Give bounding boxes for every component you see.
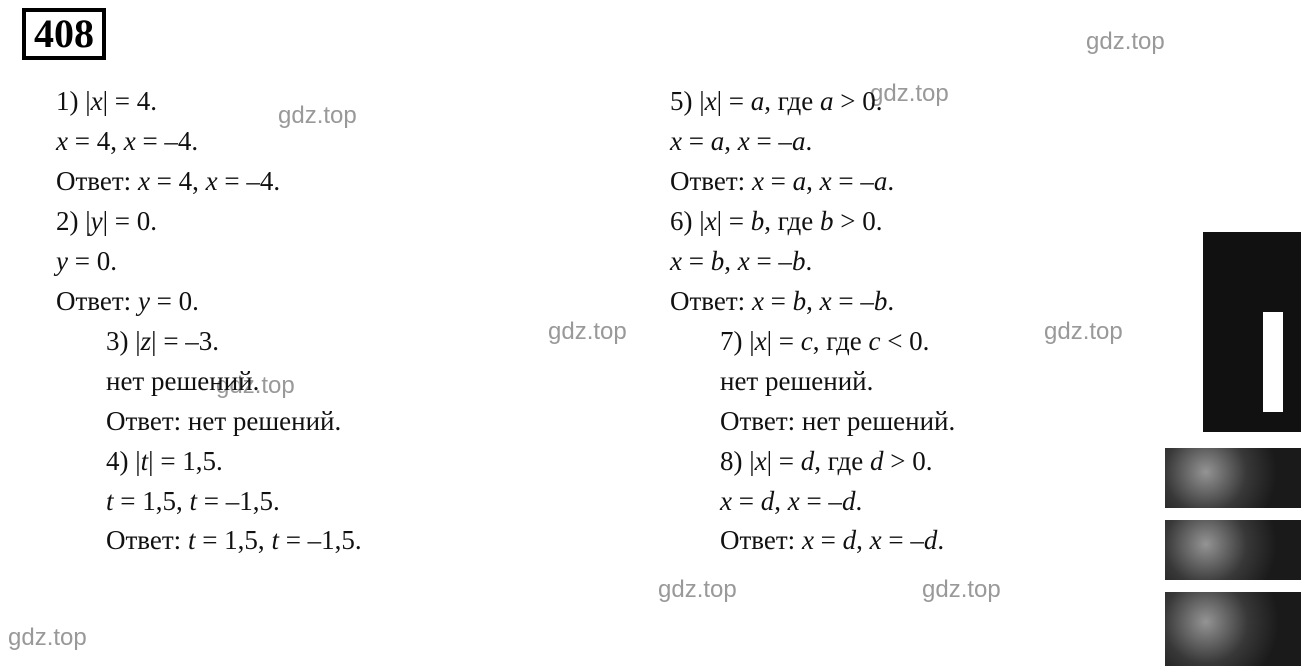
right-column: 5) |x| = a, где a > 0. x = a, x = –a. От… xyxy=(670,82,1190,561)
p3-l1: нет решений. xyxy=(56,362,576,402)
p6-l1: x = b, x = –b. xyxy=(670,242,1190,282)
p5-ans: Ответ: x = a, x = –a. xyxy=(670,162,1190,202)
p1-head: 1) |x| = 4. xyxy=(56,82,576,122)
p4-l1: t = 1,5, t = –1,5. xyxy=(56,482,576,522)
scan-noise-block xyxy=(1165,592,1301,666)
problem-number-box: 408 xyxy=(22,8,106,60)
p7-l1: нет решений. xyxy=(670,362,1190,402)
p5-l1: x = a, x = –a. xyxy=(670,122,1190,162)
scan-noise-block xyxy=(1165,520,1301,580)
scan-black-block xyxy=(1203,232,1301,432)
scan-noise-block xyxy=(1165,448,1301,508)
p6-head: 6) |x| = b, где b > 0. xyxy=(670,202,1190,242)
p2-l1: y = 0. xyxy=(56,242,576,282)
p3-ans: Ответ: нет решений. xyxy=(56,402,576,442)
p4-head: 4) |t| = 1,5. xyxy=(56,442,576,482)
p4-ans: Ответ: t = 1,5, t = –1,5. xyxy=(56,521,576,561)
p1-ans: Ответ: x = 4, x = –4. xyxy=(56,162,576,202)
p2-ans: Ответ: y = 0. xyxy=(56,282,576,322)
scan-white-bar xyxy=(1263,312,1283,412)
watermark-text: gdz.top xyxy=(922,576,1001,604)
p7-head: 7) |x| = c, где c < 0. xyxy=(670,322,1190,362)
p8-l1: x = d, x = –d. xyxy=(670,482,1190,522)
p6-ans: Ответ: x = b, x = –b. xyxy=(670,282,1190,322)
p7-ans: Ответ: нет решений. xyxy=(670,402,1190,442)
p8-head: 8) |x| = d, где d > 0. xyxy=(670,442,1190,482)
problem-number: 408 xyxy=(34,11,94,56)
p2-head: 2) |y| = 0. xyxy=(56,202,576,242)
p5-head: 5) |x| = a, где a > 0. xyxy=(670,82,1190,122)
left-column: 1) |x| = 4. x = 4, x = –4. Ответ: x = 4,… xyxy=(56,82,576,561)
p1-l1: x = 4, x = –4. xyxy=(56,122,576,162)
p8-ans: Ответ: x = d, x = –d. xyxy=(670,521,1190,561)
watermark-text: gdz.top xyxy=(8,624,87,652)
watermark-text: gdz.top xyxy=(1086,28,1165,56)
watermark-text: gdz.top xyxy=(658,576,737,604)
p3-head: 3) |z| = –3. xyxy=(56,322,576,362)
